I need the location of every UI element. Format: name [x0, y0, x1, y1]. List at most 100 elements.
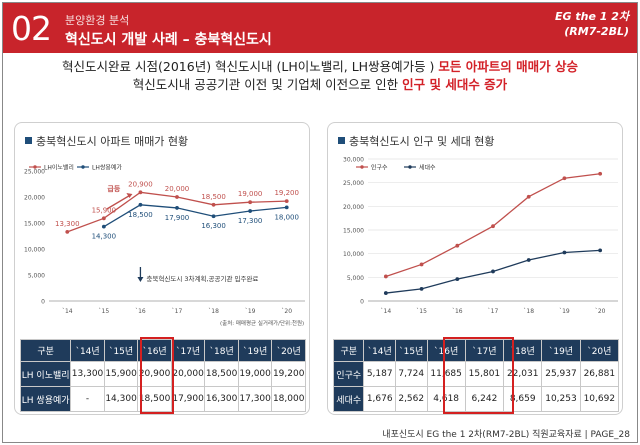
highlight-2016-box — [140, 337, 174, 414]
population-title: 충북혁신도시 인구 및 세대 현황 — [338, 133, 495, 149]
data-label: 15,900 — [92, 206, 117, 214]
brand-line-2: (RM7-2BL) — [564, 25, 629, 38]
table-cell: 10,692 — [579, 386, 620, 412]
table-row-header: 세대수 — [332, 386, 365, 412]
table-header-cell: `16년 — [137, 339, 172, 362]
data-label: 17,900 — [165, 214, 190, 222]
summary-line-2-text: 혁신도시내 공공기관 이전 및 기업체 이전으로 인한 — [132, 77, 399, 92]
page-title: 혁신도시 개발 사례 – 충북혁신도시 — [65, 32, 272, 48]
legend-label: 인구수 — [371, 165, 388, 172]
population-table: 구분 `14년 `15년 `16년 `17년 `18년 `19년 `20년 인구수 5,187 7,… — [332, 339, 620, 412]
population-panel: 충북혁신도시 인구 및 세대 현황 0 5,000 10,000 15,000 20,0… — [327, 122, 623, 415]
surge-label: 급등 — [107, 184, 120, 193]
y-tick-label: 20,000 — [343, 204, 364, 211]
data-point — [419, 286, 424, 291]
table-cell: 18,000 — [271, 386, 306, 412]
legend-label: LH쌍용예가 — [92, 164, 122, 172]
y-tick-label: 30,000 — [343, 157, 364, 164]
table-cell: 17,900 — [170, 386, 206, 412]
x-tick-label: `18 — [208, 308, 219, 315]
data-label: 13,300 — [55, 220, 80, 228]
legend-label: LH이노밸리 — [44, 164, 74, 172]
table-cell: - — [70, 386, 105, 412]
data-point — [248, 209, 253, 213]
table-cell: 19,000 — [237, 361, 273, 387]
data-point — [284, 199, 289, 204]
summary-text: 혁신도시완료 시점(2016년) 혁신도시내 (LH이노밸리, LH쌍용예가등 … — [3, 58, 637, 94]
apartment-price-table: 구분 `14년 `15년 `16년 `17년 `18년 `19년 `20년 LH 이노밸리 13,… — [19, 339, 306, 412]
data-point — [284, 205, 289, 210]
table-header-cell: `17년 — [170, 339, 206, 362]
data-point — [562, 250, 567, 255]
table-row: 인구수 5,187 7,724 11,685 15,801 22,031 25,937 26,… — [332, 361, 620, 387]
table-cell: 26,881 — [579, 361, 620, 387]
table-header-cell: `20년 — [271, 339, 306, 362]
data-point — [383, 291, 388, 295]
table-header-cell: `16년 — [426, 339, 466, 362]
apartment-price-panel: 충북혁신도시 아파트 매매가 현황 0 5,000 10,000 15,000 20,0… — [14, 122, 310, 415]
population-chart: 0 5,000 10,000 15,000 20,000 25,000 30,000 `14 `… — [343, 157, 618, 315]
brand-line-1: EG the 1 2차 — [554, 10, 629, 23]
legend-marker — [33, 165, 37, 169]
summary-line-2-highlight: 인구 및 세대수 증가 — [402, 77, 508, 92]
y-tick-label: 5,000 — [28, 273, 45, 280]
summary-line-1-highlight: 모든 아파트의 매매가 상승 — [438, 59, 578, 74]
y-tick-label: 10,000 — [24, 247, 45, 254]
brand-label: EG the 1 2차 (RM7-2BL) — [555, 9, 629, 39]
section-subtitle: 분양환경 분석 — [65, 14, 130, 27]
data-point — [248, 200, 253, 205]
table-row-header: 인구수 — [332, 361, 365, 387]
table-row-header: LH 쌍용예가 — [19, 386, 72, 412]
table-header-cell: `15년 — [394, 339, 428, 362]
y-tick-label: 25,000 — [24, 169, 45, 176]
table-cell: 20,000 — [170, 361, 206, 387]
data-point — [101, 216, 106, 221]
table-cell: 4,618 — [426, 386, 466, 412]
data-point — [598, 171, 603, 176]
highlight-2016-2017-box — [443, 337, 514, 414]
x-tick-label: `15 — [416, 308, 427, 315]
data-point — [175, 206, 179, 210]
table-row: LH 이노밸리 13,300 15,900 20,900 20,000 18,500 19,… — [19, 361, 306, 387]
data-label: 18,000 — [274, 213, 299, 221]
legend-marker — [360, 165, 364, 169]
legend-marker — [408, 165, 412, 169]
table-cell: 19,200 — [271, 361, 306, 387]
x-tick-label: `20 — [281, 308, 292, 315]
data-label: 17,300 — [238, 217, 263, 225]
y-tick-label: 10,000 — [343, 251, 364, 258]
table-cell: 10,253 — [541, 386, 581, 412]
y-tick-label: 0 — [41, 299, 45, 306]
data-point — [138, 190, 143, 195]
x-tick-label: `14 — [62, 308, 73, 315]
table-header-cell: 구분 — [332, 339, 365, 362]
data-label: 18,500 — [201, 193, 226, 201]
table-header-cell: `18년 — [204, 339, 239, 362]
x-tick-label: `18 — [523, 308, 534, 315]
milestone-note: 충북혁신도시 3차계획,공공기관 입주완료 — [146, 274, 258, 283]
apartment-price-title: 충북혁신도시 아파트 매매가 현황 — [25, 133, 188, 149]
x-tick-label: `17 — [172, 308, 183, 315]
y-tick-label: 15,000 — [24, 221, 45, 228]
header-bar: 02 분양환경 분석 혁신도시 개발 사례 – 충북혁신도시 EG the 1 … — [3, 3, 637, 53]
data-point — [526, 258, 531, 262]
x-tick-label: `19 — [559, 308, 570, 315]
data-point — [491, 224, 495, 229]
x-tick-label: `16 — [135, 308, 146, 315]
table-row: LH 쌍용예가 -14,300 18,500 17,900 16,300 17,300 18… — [19, 386, 306, 412]
data-point — [562, 176, 567, 181]
data-label: 20,000 — [165, 185, 190, 193]
table-cell: 18,500 — [204, 361, 239, 387]
data-label: 20,900 — [128, 180, 153, 188]
table-cell: 14,300 — [103, 386, 139, 412]
surge-arrow-head-icon — [126, 193, 133, 198]
table-cell: 25,937 — [541, 361, 581, 387]
summary-line-2: 혁신도시내 공공기관 이전 및 기업체 이전으로 인한 인구 및 세대수 증가 — [3, 76, 637, 94]
bullet-square-icon — [25, 137, 32, 144]
x-tick-label: `15 — [99, 308, 110, 315]
legend-label: 세대수 — [419, 164, 436, 172]
data-point — [383, 274, 388, 279]
legend-marker — [81, 165, 85, 169]
y-tick-label: 20,000 — [24, 195, 45, 202]
